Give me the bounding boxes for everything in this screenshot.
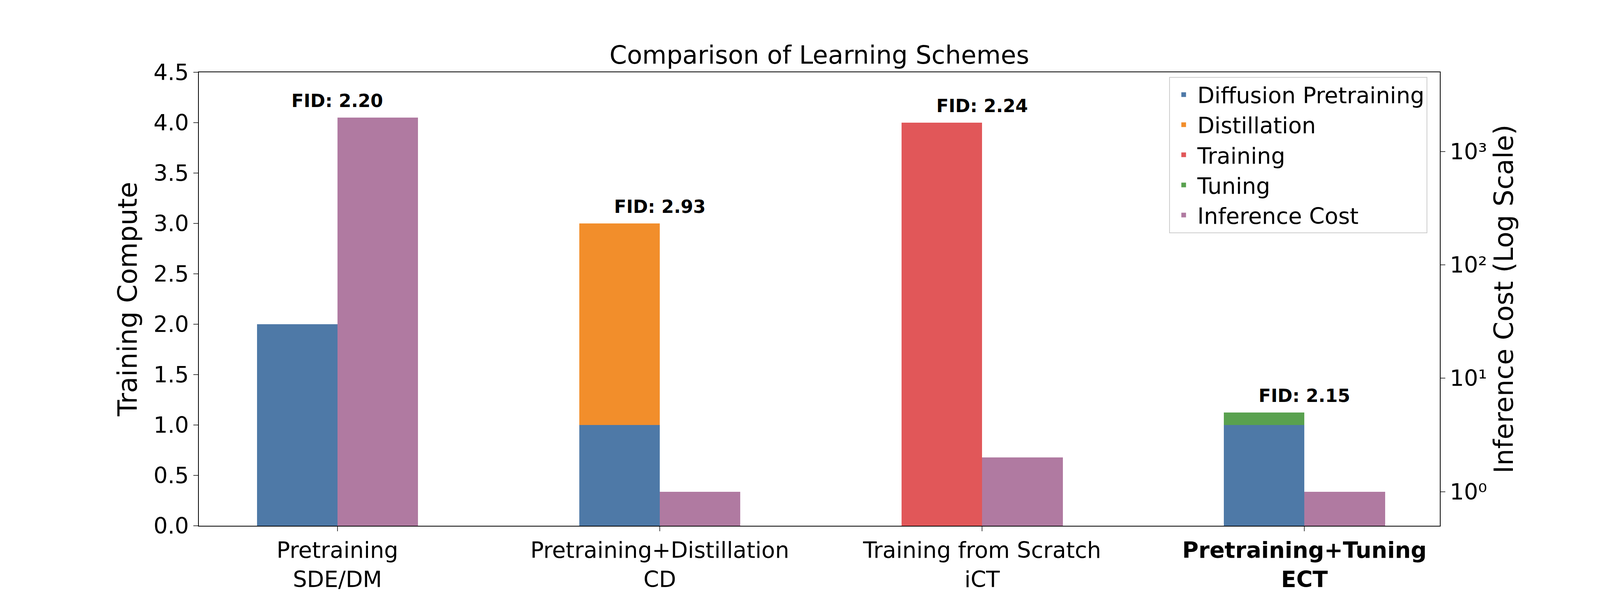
svg-text:Comparison of Learning Schemes: Comparison of Learning Schemes [609, 40, 1030, 70]
svg-text:Training Compute: Training Compute [112, 181, 143, 417]
svg-text:0.5: 0.5 [153, 462, 190, 489]
svg-text:Tuning: Tuning [1196, 173, 1271, 199]
svg-text:2.0: 2.0 [153, 311, 190, 338]
svg-text:4.0: 4.0 [153, 109, 190, 136]
svg-text:Distillation: Distillation [1197, 112, 1316, 139]
svg-text:Inference Cost (Log Scale): Inference Cost (Log Scale) [1488, 124, 1520, 474]
svg-text:10²: 10² [1449, 251, 1487, 278]
svg-text:3.5: 3.5 [153, 160, 190, 186]
svg-text:10³: 10³ [1449, 138, 1487, 165]
svg-text:PretrainingSDE/DM: PretrainingSDE/DM [276, 537, 399, 592]
svg-text:FID: 2.24: FID: 2.24 [936, 95, 1029, 117]
svg-text:1.5: 1.5 [153, 361, 190, 388]
svg-text:FID: 2.20: FID: 2.20 [291, 90, 384, 112]
svg-text:Training: Training [1196, 142, 1286, 169]
svg-text:0.0: 0.0 [153, 512, 190, 539]
svg-text:10¹: 10¹ [1449, 365, 1487, 392]
svg-text:Training from ScratchiCT: Training from ScratchiCT [862, 537, 1102, 592]
svg-text:Pretraining+DistillationCD: Pretraining+DistillationCD [530, 537, 790, 592]
svg-text:10⁰: 10⁰ [1449, 478, 1487, 505]
svg-text:3.0: 3.0 [153, 210, 190, 237]
svg-text:1.0: 1.0 [153, 412, 190, 438]
svg-text:Pretraining+TuningECT: Pretraining+TuningECT [1182, 537, 1427, 592]
svg-text:Inference Cost: Inference Cost [1197, 203, 1359, 229]
svg-text:FID: 2.15: FID: 2.15 [1258, 385, 1351, 407]
svg-text:FID: 2.93: FID: 2.93 [614, 196, 706, 218]
svg-text:Diffusion Pretraining: Diffusion Pretraining [1197, 82, 1425, 109]
svg-text:2.5: 2.5 [153, 260, 190, 287]
svg-text:4.5: 4.5 [153, 59, 190, 86]
